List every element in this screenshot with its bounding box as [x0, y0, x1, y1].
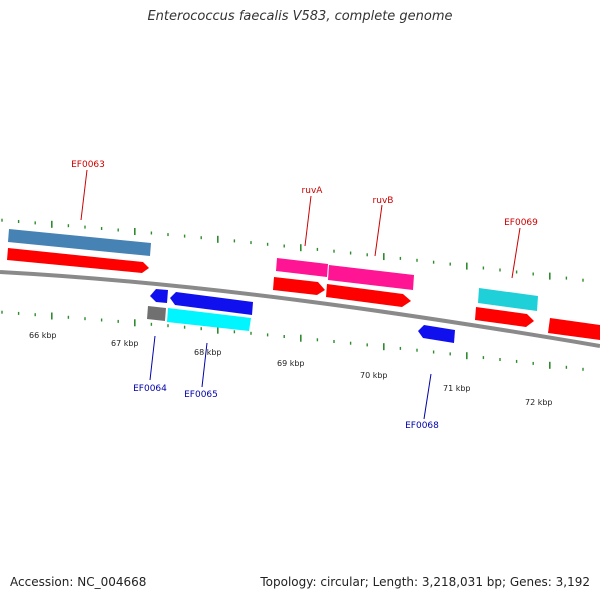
- forward-cds-row: [7, 248, 600, 340]
- cds-arrow-reverse[interactable]: [418, 325, 455, 343]
- gene-bar-ef0065[interactable]: [167, 308, 251, 331]
- scale-label: 66 kbp: [29, 331, 57, 340]
- leader-line: [149, 335, 156, 381]
- cds-arrow-forward[interactable]: [273, 277, 325, 295]
- lower-tick-row: [1, 310, 584, 371]
- map-title: Enterococcus faecalis V583, complete gen…: [147, 9, 453, 24]
- gene-bar-ruva[interactable]: [276, 258, 328, 277]
- gene-label-ef0069[interactable]: EF0069: [504, 218, 538, 228]
- cds-arrow-reverse[interactable]: [150, 289, 168, 303]
- genome-summary-text: Topology: circular; Length: 3,218,031 bp…: [260, 575, 590, 589]
- gene-labels: EF0063 ruvA ruvB EF0069 EF0064 EF0065 EF…: [71, 160, 538, 431]
- gene-label-ruvb[interactable]: ruvB: [373, 196, 394, 206]
- leader-line: [374, 204, 383, 257]
- cds-arrow-reverse[interactable]: [170, 292, 253, 315]
- scale-label: 68 kbp: [194, 348, 222, 357]
- leader-line: [80, 169, 88, 221]
- gene-label-ef0068[interactable]: EF0068: [405, 421, 439, 431]
- scale-label: 71 kbp: [443, 384, 471, 393]
- gene-label-ef0063[interactable]: EF0063: [71, 160, 105, 170]
- accession-text: Accession: NC_004668: [10, 575, 147, 589]
- genome-backbone: [0, 270, 600, 348]
- gene-bar-ruvb[interactable]: [328, 265, 414, 290]
- scale-label: 67 kbp: [111, 339, 139, 348]
- gene-bar-ef0064[interactable]: [147, 306, 166, 321]
- cds-arrow-forward[interactable]: [326, 284, 411, 307]
- leader-line: [511, 227, 521, 279]
- cds-arrow-forward[interactable]: [548, 318, 600, 340]
- scale-label: 69 kbp: [277, 359, 305, 368]
- label-leaders: [80, 169, 521, 420]
- reverse-cds-row: [150, 289, 455, 343]
- leader-line: [201, 342, 208, 388]
- gene-label-ruva[interactable]: ruvA: [302, 186, 324, 196]
- scale-labels: 66 kbp 67 kbp 68 kbp 69 kbp 70 kbp 71 kb…: [29, 331, 553, 407]
- leader-line: [423, 373, 432, 420]
- gene-label-ef0065[interactable]: EF0065: [184, 390, 218, 400]
- gene-label-ef0064[interactable]: EF0064: [133, 384, 167, 394]
- cds-arrow-forward[interactable]: [7, 248, 149, 273]
- scale-label: 70 kbp: [360, 371, 388, 380]
- scale-label: 72 kbp: [525, 398, 553, 407]
- upper-tick-row: [1, 218, 584, 282]
- gene-features: [8, 229, 538, 331]
- gene-bar-ef0063[interactable]: [8, 229, 151, 256]
- leader-line: [304, 195, 312, 247]
- cds-arrow-forward[interactable]: [475, 307, 534, 327]
- gene-bar-ef0069[interactable]: [478, 288, 538, 311]
